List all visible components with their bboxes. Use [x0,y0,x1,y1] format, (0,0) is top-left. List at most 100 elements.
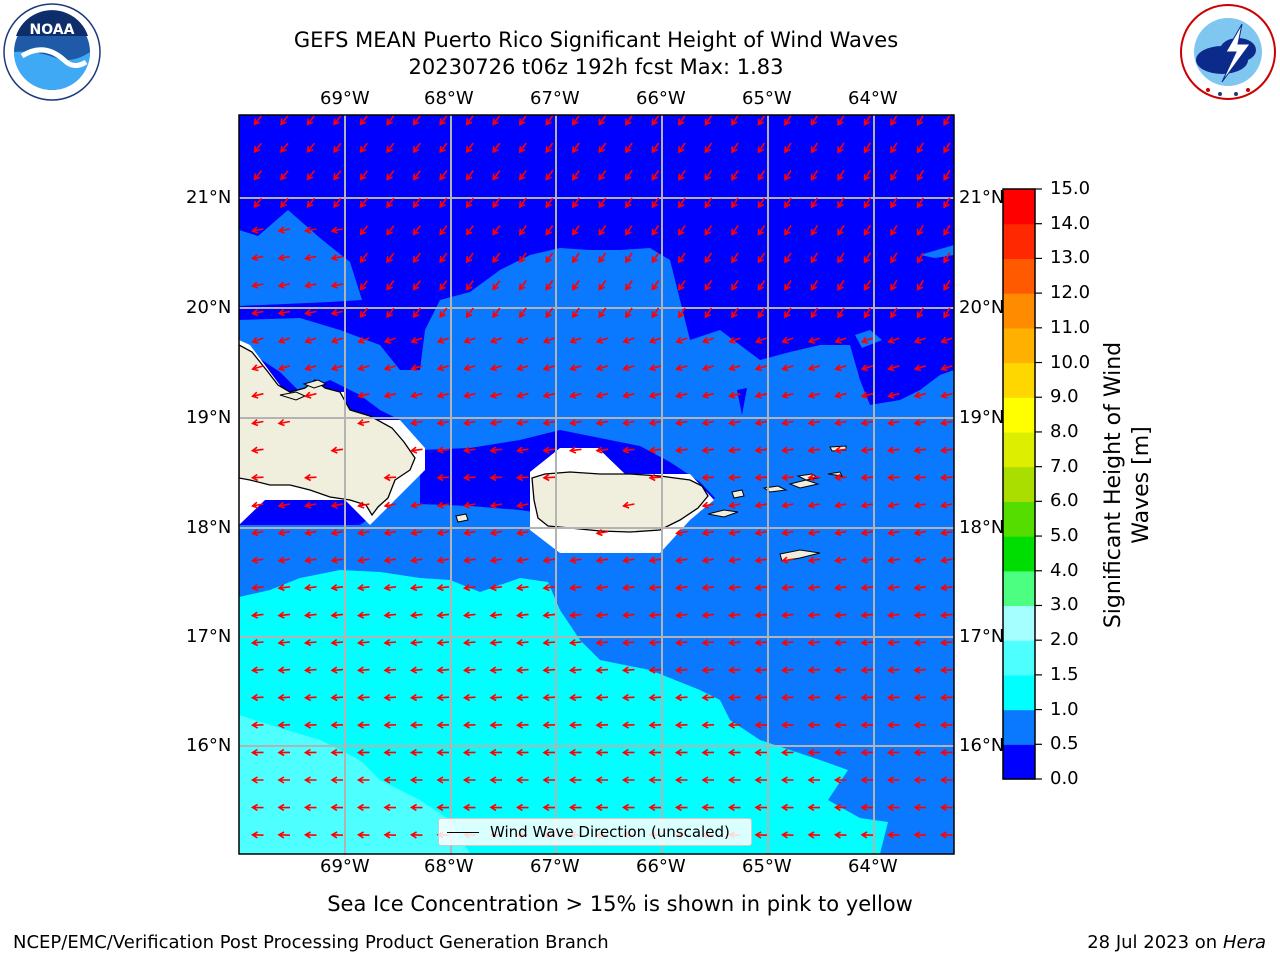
wind-wave-arrow [863,224,872,237]
wind-wave-arrow [754,776,767,784]
wind-wave-arrow [515,693,529,702]
wind-wave-arrow [439,280,448,291]
wind-wave-arrow [757,197,766,209]
colorbar-title: Significant Height of Wind Waves [m] [1101,341,1154,629]
wind-wave-arrow [727,693,741,702]
wind-wave-arrow [542,638,556,647]
land-hispaniola [239,344,416,517]
wind-wave-arrow [625,252,633,264]
wind-wave-arrow [357,391,370,399]
wind-wave-arrow [754,721,768,729]
wind-wave-arrow [781,364,794,372]
wind-wave-arrow [251,556,264,564]
wind-wave-arrow [489,501,503,509]
wind-wave-arrow [727,583,741,592]
wind-wave-arrow [939,776,953,784]
wind-wave-arrow [833,748,847,757]
wind-wave-arrow [436,556,450,564]
wind-wave-arrow [303,748,317,757]
wind-wave-arrow [568,611,582,619]
chart-subtitle: 20230726 t06z 192h fcst Max: 1.83 [408,55,784,79]
wind-wave-arrow [807,364,821,372]
wind-wave-arrow [810,169,819,181]
wind-wave-arrow [913,501,927,509]
wind-wave-arrow [436,638,450,647]
wind-wave-arrow [489,556,503,564]
wind-wave-arrow [833,803,847,812]
wind-wave-arrow [674,748,688,757]
wind-wave-arrow [595,336,608,344]
wind-wave-arrow [674,611,688,619]
wind-wave-arrow [304,281,317,289]
wind-wave-arrow [940,528,953,537]
wind-wave-arrow [913,611,927,619]
wind-wave-arrow [383,501,397,509]
wind-wave-arrow [277,666,291,674]
wind-wave-arrow [436,501,450,509]
wind-wave-arrow [860,748,874,757]
wind-wave-arrow [515,583,529,592]
lat-label-left-18: 18°N [186,517,232,538]
wind-wave-arrow [940,419,953,427]
wind-wave-arrow [675,391,688,399]
wind-wave-arrow [568,666,582,674]
wind-wave-arrow [754,748,768,757]
wind-wave-arrow [277,309,291,317]
wind-wave-arrow [833,721,847,729]
wind-wave-arrow [330,501,344,509]
wave-band-1.0-1.5 [239,570,888,854]
wind-wave-arrow [277,281,291,289]
wind-wave-arrow [359,280,369,291]
wind-wave-arrow [465,170,474,181]
wind-wave-arrow [412,170,421,181]
wind-wave-arrow [890,252,898,264]
wind-wave-arrow [330,693,344,702]
wind-wave-arrow [330,336,343,344]
lat-label-right-17: 17°N [959,626,1005,647]
colorbar-swatch [1003,327,1035,364]
wind-wave-arrow [462,693,476,702]
wind-wave-arrow [727,473,741,482]
wind-wave-arrow [277,721,291,729]
wind-wave-arrow [383,803,397,812]
wind-wave-arrow [518,170,527,181]
wind-wave-arrow [277,254,291,262]
wind-wave-arrow [810,252,819,264]
wind-wave-arrow [807,336,820,344]
lon-label-top-65: 65°W [742,88,792,109]
wind-wave-arrow [304,254,317,262]
footer-credit: NCEP/EMC/Verification Post Processing Pr… [13,932,609,953]
wind-wave-arrow [780,446,794,454]
wind-wave-arrow [595,776,608,784]
wind-wave-arrow [383,611,397,619]
wind-wave-arrow [943,142,951,154]
wind-wave-arrow [701,419,715,427]
wind-wave-arrow [542,721,556,729]
wind-wave-arrow [943,197,951,209]
wind-wave-arrow [625,225,633,236]
wind-wave-arrow [648,803,662,812]
wind-wave-arrow [807,748,821,757]
wind-wave-arrow [280,170,289,181]
sea-ice-note-text: Sea Ice Concentration > 15% is shown in … [327,892,913,916]
colorbar-label: 1.5 [1050,663,1079,685]
wind-wave-arrow [253,115,263,126]
wind-wave-arrow [330,281,344,289]
wind-wave-arrow [701,748,715,757]
wind-wave-arrow [728,336,741,344]
wind-wave-arrow [251,226,264,234]
wind-wave-arrow [412,252,421,264]
wind-wave-arrow [781,336,794,344]
lon-label-bottom-64: 64°W [848,856,898,877]
wind-wave-arrow [489,336,502,344]
wind-wave-arrow [357,419,370,427]
wind-wave-arrow [571,197,580,209]
wind-wave-arrow [648,666,662,674]
wind-wave-arrow [757,224,766,236]
wind-wave-arrow [648,419,662,427]
wind-wave-arrow [569,364,582,372]
wind-wave-arrow [807,776,820,784]
wind-wave-arrow [727,638,741,647]
wind-wave-arrow [837,224,845,237]
wind-wave-arrow [701,666,715,674]
